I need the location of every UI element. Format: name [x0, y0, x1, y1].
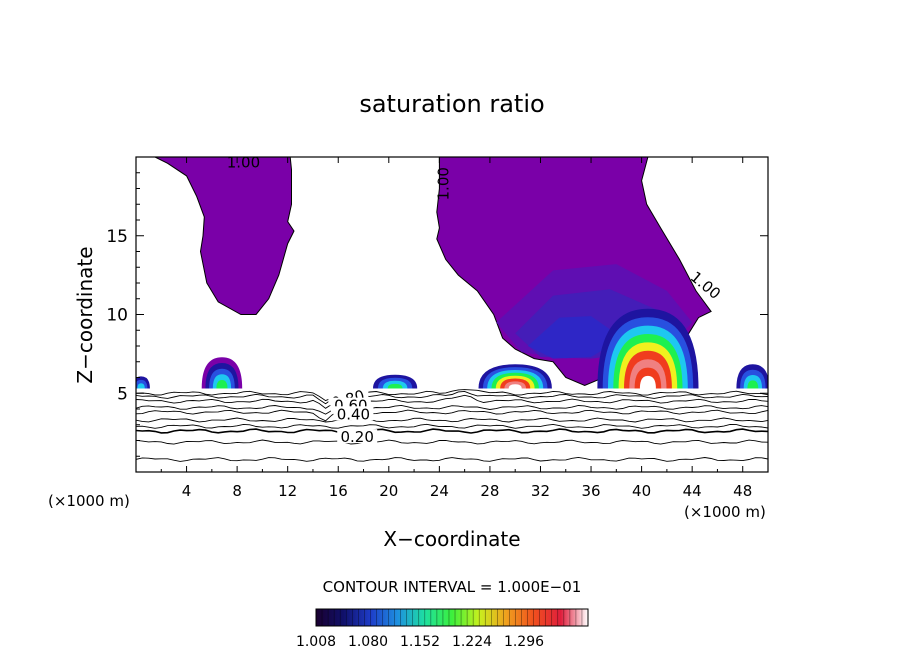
contour-label-5: 0.40: [337, 405, 370, 423]
x-tick-label-7: 32: [531, 482, 550, 500]
x-axis-label: X−coordinate: [383, 527, 520, 551]
contour-line-1: [136, 439, 768, 445]
contour-line-4: [136, 417, 768, 423]
chart-title: saturation ratio: [359, 90, 544, 118]
contour-line-6: [136, 404, 768, 415]
contour-label-bg-5: [333, 406, 374, 421]
x-tick-label-9: 40: [632, 482, 651, 500]
contour-line-5: [136, 409, 768, 422]
contour-line-0: [136, 456, 768, 462]
x-tick-label-1: 8: [232, 482, 242, 500]
x-tick-label-8: 36: [581, 482, 600, 500]
contour-line-8: [136, 390, 768, 405]
x-tick-label-10: 44: [683, 482, 702, 500]
cell-30km-ring-7: [508, 384, 522, 389]
plume-shading-2: [527, 316, 623, 359]
cell-40km-ring-8: [639, 375, 656, 389]
x-tick-label-4: 20: [379, 482, 398, 500]
colorbar-label-4: 1.296: [504, 634, 544, 650]
contour-line-2: [136, 428, 768, 434]
y-tick-label-1: 10: [106, 306, 128, 326]
cell-20km-ring-3: [387, 383, 403, 389]
y-axis-label: Z−coordinate: [73, 246, 97, 383]
contour-interval-label: CONTOUR INTERVAL = 1.000E−01: [323, 578, 582, 596]
saturated-region-left: [154, 157, 295, 315]
colorbar-ticks: [315, 609, 589, 626]
contour-line-9: [136, 389, 768, 402]
contour-line-7: [136, 394, 768, 409]
x-tick-label-0: 4: [182, 482, 192, 500]
x-unit-right: (×1000 m): [684, 503, 766, 521]
contour-label-1: 1.00: [434, 167, 452, 200]
x-tick-label-6: 28: [480, 482, 499, 500]
contour-label-bg-6: [337, 429, 378, 444]
colorbar-label-0: 1.008: [296, 634, 336, 650]
colorbar-labels: 1.008 1.080 1.152 1.224 1.296: [296, 634, 544, 650]
x-unit-left: (×1000 m): [48, 492, 130, 510]
y-tick-label-0: 5: [117, 384, 128, 404]
x-tick-label-5: 24: [430, 482, 449, 500]
cell-6km-ring-4: [216, 380, 228, 389]
cell-1km-ring-2: [137, 383, 145, 389]
x-tick-label-2: 12: [278, 482, 297, 500]
colorbar-label-2: 1.152: [400, 634, 440, 650]
y-tick-label-2: 15: [106, 227, 128, 247]
x-tick-label-3: 16: [329, 482, 348, 500]
contour-label-0: 1.00: [227, 153, 260, 171]
colorbar-label-3: 1.224: [452, 634, 492, 650]
colorbar-label-1: 1.080: [348, 634, 388, 650]
x-tick-label-11: 48: [733, 482, 752, 500]
cell-49km-ring-3: [747, 380, 759, 389]
contour-line-3: [136, 423, 768, 429]
contour-field: 1.001.001.000.800.600.400.20: [136, 153, 768, 462]
colorbar: [315, 608, 589, 627]
contour-label-6: 0.20: [340, 428, 373, 446]
